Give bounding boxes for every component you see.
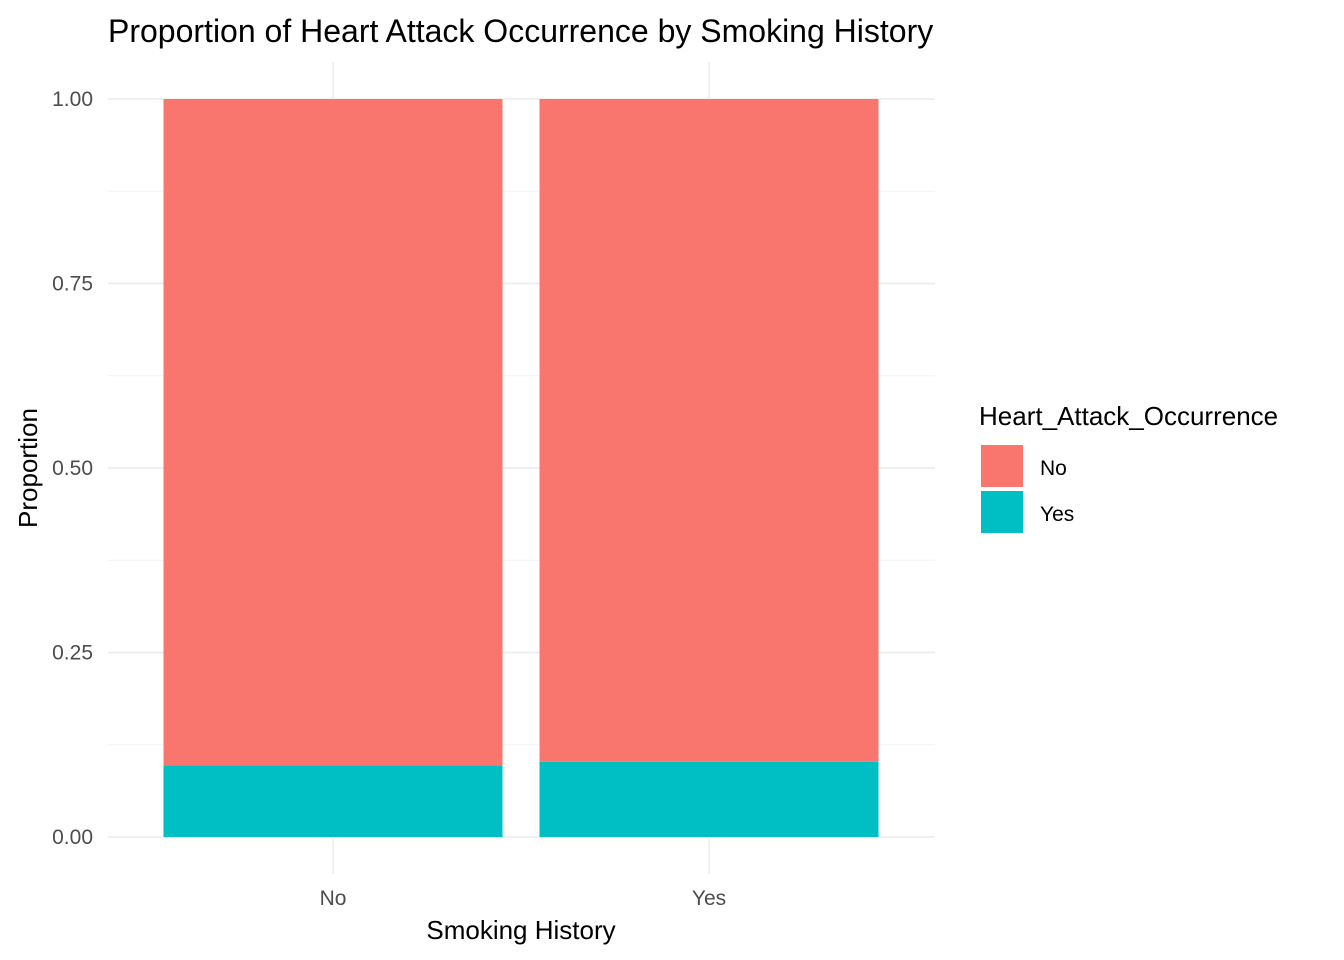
y-tick-label: 0.25 <box>52 642 93 665</box>
y-tick-label: 0.00 <box>52 826 93 849</box>
y-axis-ticks: 0.00 0.25 0.50 0.75 1.00 <box>52 88 93 849</box>
legend-label-yes: Yes <box>1040 503 1074 526</box>
legend-key-yes <box>981 491 1023 533</box>
x-tick-label: Yes <box>692 887 726 910</box>
bars <box>163 99 879 837</box>
bar-yes-no <box>539 99 879 762</box>
legend-label-no: No <box>1040 457 1067 480</box>
bar-yes-yes <box>539 761 879 837</box>
bar-no-yes <box>163 765 503 837</box>
x-axis-ticks: No Yes <box>320 887 727 910</box>
x-tick-label: No <box>320 887 347 910</box>
legend: Heart_Attack_Occurrence No Yes <box>979 401 1278 533</box>
bar-no-no <box>163 99 503 766</box>
x-axis-title: Smoking History <box>426 915 615 945</box>
y-tick-label: 1.00 <box>52 88 93 111</box>
y-tick-label: 0.75 <box>52 273 93 296</box>
y-axis-title: Proportion <box>13 408 43 528</box>
legend-key-no <box>981 445 1023 487</box>
chart-title: Proportion of Heart Attack Occurrence by… <box>108 13 933 49</box>
y-tick-label: 0.50 <box>52 457 93 480</box>
legend-title: Heart_Attack_Occurrence <box>979 401 1278 431</box>
